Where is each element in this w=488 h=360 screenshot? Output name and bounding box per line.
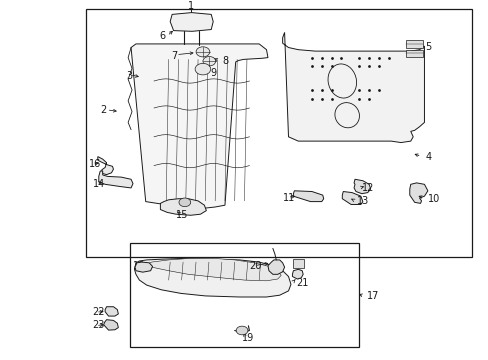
Text: 16: 16 (89, 159, 101, 169)
Circle shape (195, 63, 210, 75)
Circle shape (179, 198, 190, 207)
Bar (405, 40, 423, 48)
Circle shape (196, 47, 209, 57)
Text: 6: 6 (159, 31, 165, 41)
Text: 2: 2 (100, 105, 106, 115)
Bar (85, 9, 471, 257)
Polygon shape (160, 199, 206, 215)
Polygon shape (131, 44, 267, 209)
Text: 17: 17 (366, 291, 378, 301)
Text: 5: 5 (425, 42, 431, 52)
Text: 15: 15 (176, 210, 188, 220)
Bar (405, 50, 423, 57)
Polygon shape (134, 258, 290, 297)
Polygon shape (170, 13, 213, 31)
Polygon shape (342, 192, 362, 204)
Text: 23: 23 (92, 320, 104, 330)
Text: 1: 1 (187, 1, 193, 12)
Text: 4: 4 (425, 152, 431, 162)
Text: 21: 21 (295, 278, 307, 288)
Text: 8: 8 (222, 56, 228, 66)
Polygon shape (105, 307, 118, 316)
Polygon shape (135, 262, 152, 272)
Text: 22: 22 (92, 307, 104, 317)
Polygon shape (409, 183, 427, 203)
Bar (129, 243, 359, 347)
Text: 11: 11 (282, 193, 294, 203)
Text: 12: 12 (361, 183, 373, 193)
Polygon shape (292, 269, 303, 279)
Polygon shape (282, 32, 424, 143)
Polygon shape (99, 171, 133, 188)
Polygon shape (293, 191, 323, 202)
Ellipse shape (334, 103, 359, 128)
Circle shape (236, 326, 247, 335)
Text: 18: 18 (133, 261, 145, 271)
Bar (293, 259, 304, 268)
Text: 14: 14 (93, 179, 105, 189)
Polygon shape (353, 179, 370, 194)
Ellipse shape (327, 64, 356, 98)
Polygon shape (144, 258, 281, 281)
Text: 13: 13 (356, 195, 368, 206)
Polygon shape (103, 320, 118, 330)
Text: 10: 10 (427, 194, 439, 204)
Circle shape (203, 57, 215, 66)
Text: 3: 3 (126, 71, 132, 81)
Polygon shape (98, 157, 113, 175)
Text: 7: 7 (171, 51, 177, 61)
Text: 20: 20 (249, 261, 261, 271)
Text: 9: 9 (210, 68, 216, 78)
Text: 19: 19 (242, 333, 254, 343)
Polygon shape (267, 260, 284, 274)
